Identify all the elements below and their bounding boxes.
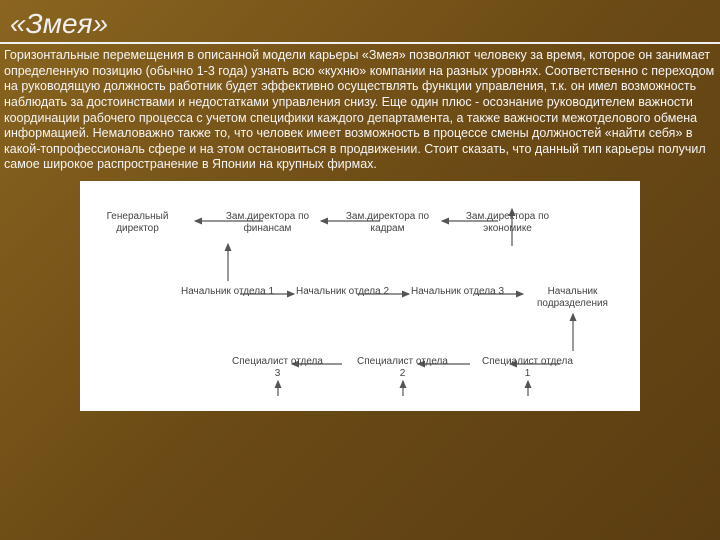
diagram-node-spec3: Специалист отдела 3: [230, 356, 325, 379]
diagram-node-zam-fin: Зам.директора по финансам: [220, 211, 315, 234]
diagram-node-zam-kadr: Зам.директора по кадрам: [340, 211, 435, 234]
body-paragraph: Горизонтальные перемещения в описанной м…: [0, 48, 720, 173]
diagram-node-nach2: Начальник отдела 2: [295, 286, 390, 298]
diagram-node-nach3: Начальник отдела 3: [410, 286, 505, 298]
diagram-node-spec1: Специалист отдела 1: [480, 356, 575, 379]
diagram-node-spec2: Специалист отдела 2: [355, 356, 450, 379]
diagram-node-zam-ekon: Зам.директора по экономике: [460, 211, 555, 234]
slide-title: «Змея»: [0, 0, 720, 40]
title-underline: [0, 42, 720, 44]
diagram-node-nach-podr: Начальник подразделения: [525, 286, 620, 309]
diagram-node-nach1: Начальник отдела 1: [180, 286, 275, 298]
diagram-node-gen-dir: Генеральный директор: [90, 211, 185, 234]
snake-career-diagram: Генеральный директор Зам.директора по фин…: [80, 181, 640, 411]
